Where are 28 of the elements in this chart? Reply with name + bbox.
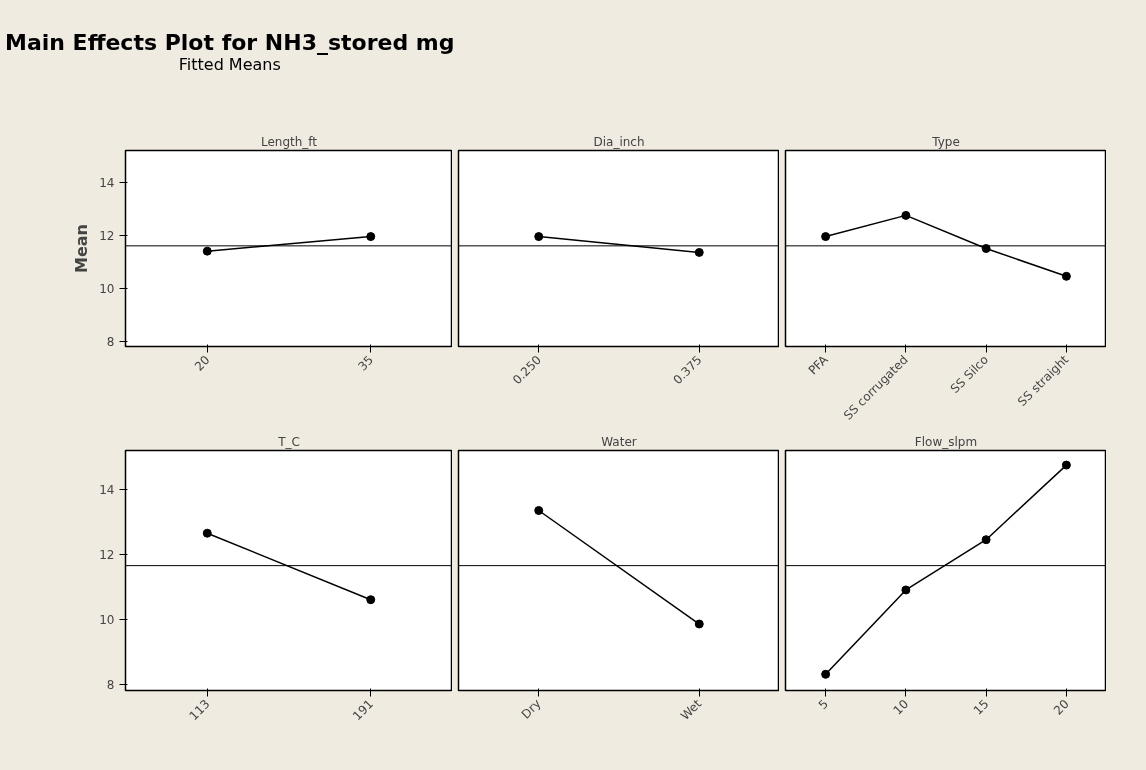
text: Fitted Means	[177, 55, 282, 74]
x-tick-label: Wet	[677, 696, 705, 723]
x-tick-label: 5	[815, 696, 831, 713]
x-tick-label: 113	[186, 696, 213, 723]
y-axis-title: Mean	[72, 224, 92, 273]
x-tick-label: 20	[191, 352, 213, 374]
x-tick-label: 15	[970, 696, 992, 718]
text: Main Effects Plot for NH3_stored mg	[5, 30, 455, 55]
y-tick-label: 12	[99, 228, 115, 243]
x-tick-label: 10	[890, 696, 912, 718]
chart-title: Dia_inch	[593, 134, 645, 149]
y-tick-label: 8	[106, 334, 115, 349]
x-tick-label: Dry	[518, 696, 544, 722]
y-tick-label: 8	[106, 677, 115, 692]
chart-title: Flow_slpm	[914, 434, 978, 449]
x-tick-label: 35	[355, 352, 377, 374]
y-tick-label: 10	[99, 281, 115, 296]
chart-title: T_C	[277, 434, 300, 449]
x-tick-label: PFA	[805, 351, 832, 378]
chart-title: Water	[601, 434, 637, 449]
chart-title: Length_ft	[260, 134, 318, 149]
y-tick-label: 12	[99, 547, 115, 562]
x-tick-label: 191	[349, 696, 377, 723]
chart-title: Type	[931, 134, 960, 149]
y-tick-label: 14	[99, 482, 115, 497]
x-tick-label: 20	[1050, 696, 1072, 718]
y-tick-label: 10	[99, 612, 115, 627]
y-tick-label: 14	[99, 175, 115, 190]
